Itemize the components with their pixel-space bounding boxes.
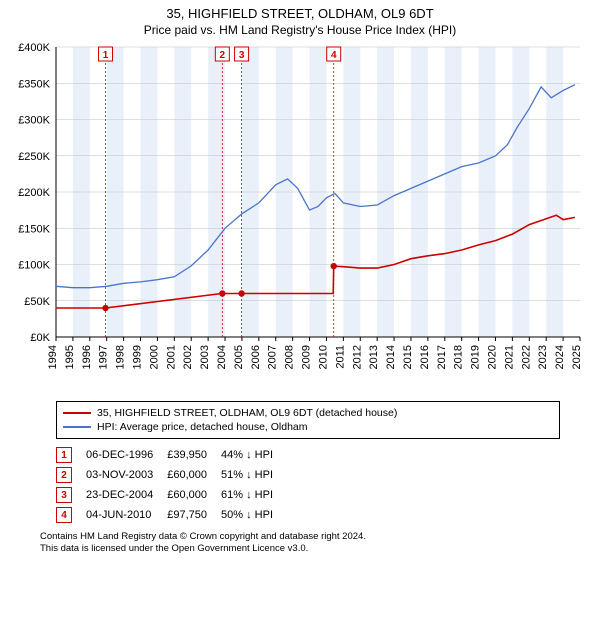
svg-text:£100K: £100K [18,260,50,272]
sale-delta: 50% ↓ HPI [221,505,287,525]
table-row: 3 23-DEC-2004£60,00061% ↓ HPI [56,485,287,505]
svg-text:2016: 2016 [419,345,431,369]
legend: 35, HIGHFIELD STREET, OLDHAM, OL9 6DT (d… [56,401,560,439]
legend-swatch-2 [63,426,91,428]
svg-text:£300K: £300K [18,115,50,127]
sale-delta: 51% ↓ HPI [221,465,287,485]
svg-text:£250K: £250K [18,151,50,163]
footnote: Contains HM Land Registry data © Crown c… [40,531,600,555]
svg-text:£200K: £200K [18,187,50,199]
svg-text:2008: 2008 [284,345,296,369]
svg-text:2015: 2015 [402,345,414,369]
svg-text:2012: 2012 [351,345,363,369]
svg-text:2007: 2007 [267,345,279,369]
svg-text:2006: 2006 [250,345,262,369]
svg-text:2001: 2001 [165,345,177,369]
svg-text:£50K: £50K [24,296,50,308]
svg-text:£400K: £400K [18,42,50,54]
sale-marker-box: 4 [56,507,72,523]
sale-date: 03-NOV-2003 [86,465,167,485]
sale-price: £60,000 [167,465,221,485]
svg-text:4: 4 [331,50,337,61]
svg-text:1999: 1999 [132,345,144,369]
legend-label-1: 35, HIGHFIELD STREET, OLDHAM, OL9 6DT (d… [97,406,397,420]
svg-text:£0K: £0K [30,332,50,344]
svg-text:1998: 1998 [115,345,127,369]
svg-text:2003: 2003 [199,345,211,369]
svg-text:2011: 2011 [334,345,346,369]
legend-label-2: HPI: Average price, detached house, Oldh… [97,420,308,434]
table-row: 1 06-DEC-1996£39,95044% ↓ HPI [56,445,287,465]
svg-text:2002: 2002 [182,345,194,369]
sale-date: 04-JUN-2010 [86,505,167,525]
sale-marker-box: 1 [56,447,72,463]
svg-text:£150K: £150K [18,223,50,235]
svg-text:2019: 2019 [470,345,482,369]
svg-text:1995: 1995 [64,345,76,369]
svg-text:1996: 1996 [81,345,93,369]
footnote-line-1: Contains HM Land Registry data © Crown c… [40,531,600,543]
svg-text:2021: 2021 [503,345,515,369]
footnote-line-2: This data is licensed under the Open Gov… [40,543,600,555]
table-row: 2 03-NOV-2003£60,00051% ↓ HPI [56,465,287,485]
sale-date: 06-DEC-1996 [86,445,167,465]
svg-text:2009: 2009 [301,345,313,369]
sale-price: £39,950 [167,445,221,465]
svg-text:2020: 2020 [486,345,498,369]
sale-marker-box: 3 [56,487,72,503]
svg-text:2010: 2010 [317,345,329,369]
svg-text:2025: 2025 [571,345,583,369]
sale-date: 23-DEC-2004 [86,485,167,505]
svg-text:2014: 2014 [385,345,397,369]
svg-text:2024: 2024 [554,345,566,369]
svg-text:2018: 2018 [453,345,465,369]
chart-title: 35, HIGHFIELD STREET, OLDHAM, OL9 6DT [0,0,600,21]
svg-text:1994: 1994 [47,345,59,369]
sale-delta: 44% ↓ HPI [221,445,287,465]
chart-subtitle: Price paid vs. HM Land Registry's House … [0,21,600,37]
sale-marker-box: 2 [56,467,72,483]
svg-text:2017: 2017 [436,345,448,369]
svg-text:2004: 2004 [216,345,228,369]
svg-text:1997: 1997 [98,345,110,369]
table-row: 4 04-JUN-2010£97,75050% ↓ HPI [56,505,287,525]
sale-price: £60,000 [167,485,221,505]
sales-table: 1 06-DEC-1996£39,95044% ↓ HPI 2 03-NOV-2003… [56,445,287,525]
svg-text:1: 1 [103,50,109,61]
svg-text:2000: 2000 [148,345,160,369]
legend-swatch-1 [63,412,91,414]
svg-text:2023: 2023 [537,345,549,369]
svg-text:3: 3 [239,50,245,61]
svg-text:2022: 2022 [520,345,532,369]
svg-text:£350K: £350K [18,78,50,90]
svg-text:2013: 2013 [368,345,380,369]
sale-price: £97,750 [167,505,221,525]
svg-text:2005: 2005 [233,345,245,369]
price-chart: £0K £50K £100K £150K £200K £250K £300K £350K £40… [0,37,600,397]
sale-delta: 61% ↓ HPI [221,485,287,505]
svg-text:2: 2 [220,50,226,61]
